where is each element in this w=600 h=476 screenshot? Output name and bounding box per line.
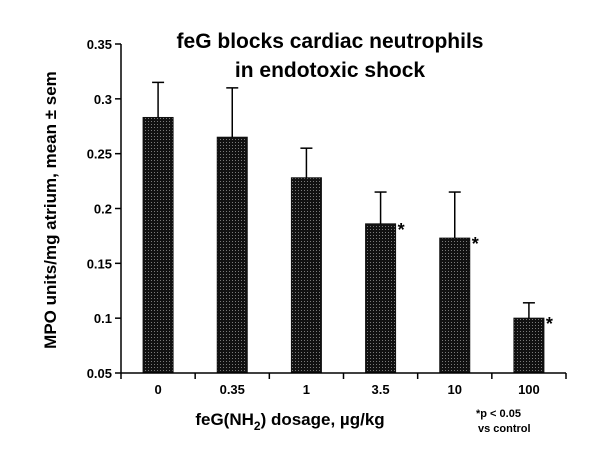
y-tick-label-0.15: 0.15 [87, 256, 112, 271]
x-axis-label-main: feG(NH [195, 410, 254, 429]
x-tick-label-100: 100 [518, 382, 540, 397]
y-tick-label-0.1: 0.1 [94, 311, 112, 326]
footnote-line1: *p < 0.05 [476, 408, 521, 420]
x-axis-label-subscript: 2 [254, 419, 261, 433]
footnote-line2: vs control [478, 423, 531, 435]
x-axis-label: feG(NH2) dosage, µg/kg [195, 410, 384, 433]
x-tick-label-0.35: 0.35 [220, 382, 245, 397]
bar-100 [513, 317, 545, 374]
bars-layer: * * * [142, 81, 553, 374]
y-tick-label-0.2: 0.2 [94, 202, 112, 217]
x-tick-label-10: 10 [448, 382, 462, 397]
axes-layer: 0 0.35 1 3.5 10 100 0.05 0.1 0.15 0.2 0.25 0.3 0.35 [87, 37, 567, 397]
y-tick-label-0.05: 0.05 [87, 366, 112, 381]
significance-star-100: * [546, 314, 553, 334]
y-tick-label-0.3: 0.3 [94, 92, 112, 107]
x-tick-label-0: 0 [154, 382, 161, 397]
bar-3.5 [365, 223, 397, 374]
y-tick-label-0.35: 0.35 [87, 37, 112, 52]
chart-title-line2: in endotoxic shock [235, 59, 426, 82]
x-tick-label-1: 1 [303, 382, 310, 397]
bar-0 [142, 116, 174, 374]
y-tick-label-0.25: 0.25 [87, 147, 112, 162]
significance-star-3.5: * [398, 220, 405, 240]
x-tick-label-3.5: 3.5 [372, 382, 390, 397]
significance-star-10: * [472, 234, 479, 254]
x-axis-label-rest: ) dosage, µg/kg [261, 410, 385, 429]
chart-title-line1: feG blocks cardiac neutrophils [177, 30, 484, 53]
y-axis-label: MPO units/mg atrium, mean ± sem [41, 71, 60, 349]
bar-10 [439, 237, 471, 374]
bar-0.35 [216, 136, 248, 374]
bar-1 [290, 177, 322, 374]
